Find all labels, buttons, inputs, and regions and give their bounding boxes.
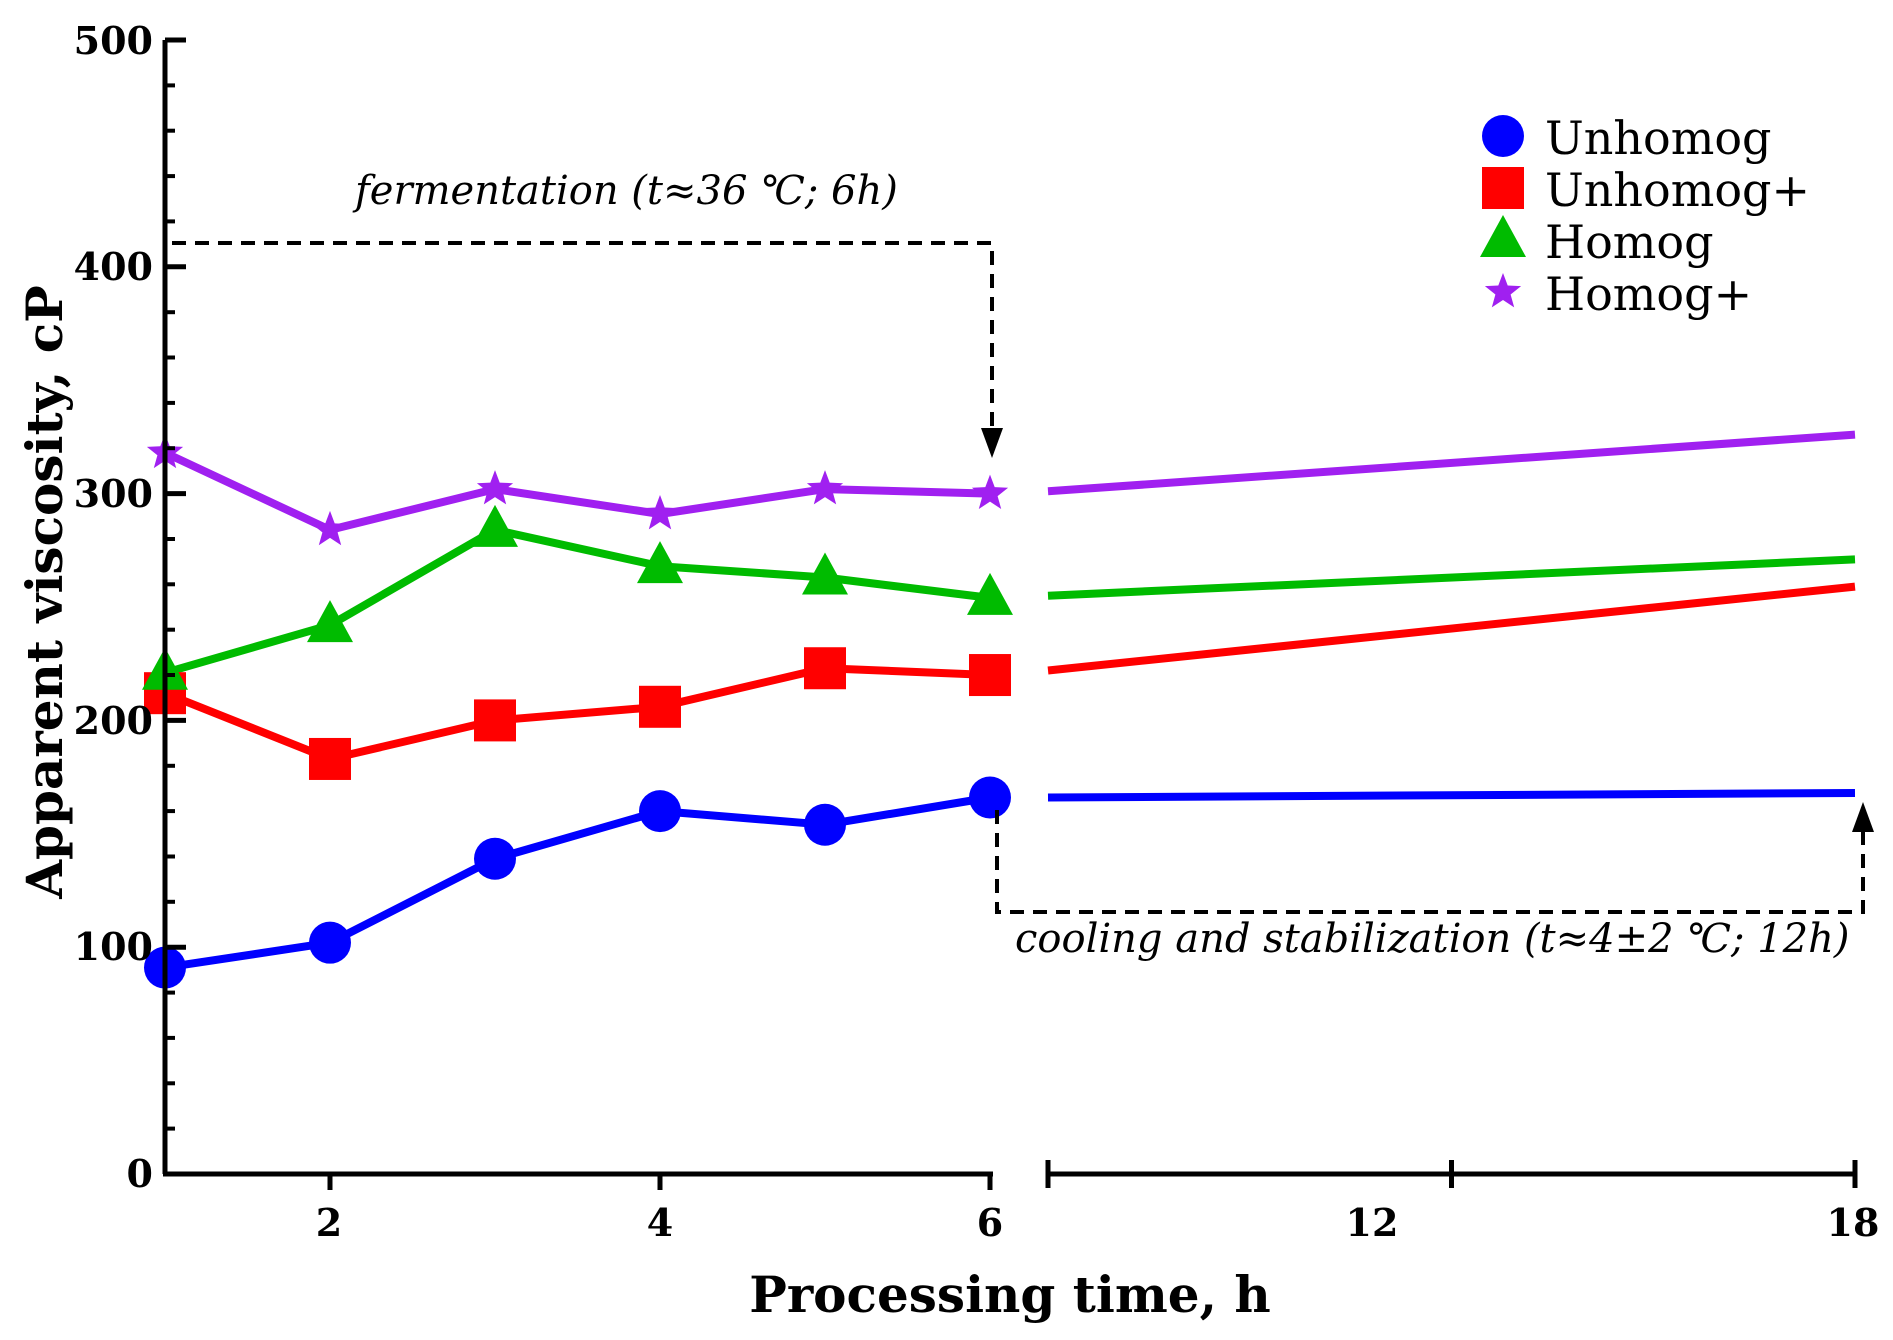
data-point-unhomog-plus <box>639 685 681 728</box>
fermentation-arrowhead <box>981 428 1003 458</box>
x-tick-label: 18 <box>1827 1200 1880 1245</box>
legend-label-unhomog-plus: Unhomog+ <box>1545 163 1810 217</box>
y-tick-label: 100 <box>74 924 153 969</box>
extension-line-unhomog <box>1047 789 1856 802</box>
data-point-unhomog-plus <box>804 647 846 690</box>
x-tick-label: 6 <box>977 1200 1003 1245</box>
cooling-bracket <box>995 810 1865 914</box>
data-point-unhomog-plus <box>474 699 516 742</box>
fermentation-annotation: fermentation (t≈36 ℃; 6h) <box>352 168 898 214</box>
data-point-homog-plus <box>476 470 514 505</box>
data-point-unhomog <box>474 837 516 880</box>
data-point-unhomog-plus <box>969 654 1011 697</box>
series-line-homog-plus <box>163 449 991 534</box>
legend-label-homog-plus: Homog+ <box>1545 267 1752 321</box>
x-tick-label: 4 <box>647 1200 673 1245</box>
x-axis-title: Processing time, h <box>749 1265 1271 1324</box>
data-point-unhomog-plus <box>309 737 351 780</box>
cooling-arrowhead <box>1852 802 1874 832</box>
y-tick-label: 500 <box>74 18 153 63</box>
legend-marker-unhomog <box>1482 115 1524 157</box>
legend-markers <box>1480 115 1526 308</box>
y-tick-label: 0 <box>127 1151 153 1196</box>
data-point-unhomog <box>969 776 1011 819</box>
extension-line-unhomog-plus <box>1047 582 1856 675</box>
data-point-homog <box>307 600 353 643</box>
y-axis-title: Apparent viscosity, cP <box>15 285 74 899</box>
data-point-unhomog <box>639 790 681 833</box>
extension-line-homog <box>1047 555 1856 600</box>
cooling-annotation: cooling and stabilization (t≈4±2 ℃; 12h) <box>1015 916 1849 962</box>
series-line-homog <box>163 525 991 677</box>
x-ticks <box>327 1160 1858 1190</box>
legend-marker-unhomog-plus <box>1482 167 1524 209</box>
x-tick-label: 2 <box>316 1200 342 1245</box>
data-point-homog-plus <box>641 495 679 530</box>
data-point-homog-plus <box>806 470 844 505</box>
series-lines <box>163 449 991 972</box>
data-point-homog <box>472 504 518 547</box>
extension-line-homog-plus <box>1047 430 1856 496</box>
data-point-unhomog <box>804 803 846 846</box>
y-tick-label: 200 <box>74 698 153 743</box>
legend-marker-homog-plus <box>1484 273 1522 308</box>
series-line-unhomog-plus <box>163 664 991 763</box>
y-tick-label: 300 <box>74 471 153 516</box>
data-point-homog <box>802 552 848 595</box>
legend-label-homog: Homog <box>1545 215 1714 269</box>
y-ticks <box>165 37 186 1177</box>
data-point-homog-plus <box>311 510 349 546</box>
data-point-homog <box>967 572 1013 615</box>
y-tick-label: 400 <box>74 244 153 289</box>
data-point-homog <box>637 541 683 584</box>
data-point-homog-plus <box>971 474 1009 509</box>
data-point-unhomog <box>309 921 351 964</box>
legend-label-unhomog: Unhomog <box>1545 111 1771 165</box>
extension-lines <box>1047 430 1856 802</box>
series-line-unhomog <box>164 793 991 972</box>
legend: Unhomog Unhomog+ Homog Homog+ <box>1480 111 1810 321</box>
fermentation-bracket <box>172 241 994 440</box>
legend-marker-homog <box>1480 215 1526 257</box>
x-tick-label: 12 <box>1346 1200 1399 1245</box>
